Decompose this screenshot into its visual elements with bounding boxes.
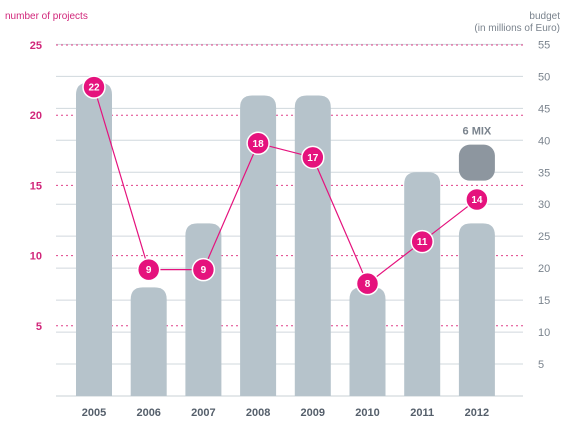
x-label-2007: 2007 <box>191 407 215 419</box>
right-tick-30: 30 <box>538 199 550 211</box>
y-right-axis-title-line2: (in millions of Euro) <box>474 23 560 34</box>
bar-2009 <box>294 95 331 397</box>
project-line: 22 9 9 18 17 8 11 14 <box>82 75 489 296</box>
point-2009 <box>301 145 325 170</box>
right-ticks: 5 10 15 20 25 30 35 40 45 50 55 <box>538 39 550 371</box>
x-label-2012: 2012 <box>465 407 489 419</box>
point-2007 <box>191 257 216 282</box>
point-2010 <box>355 271 380 296</box>
left-tick-10: 10 <box>30 251 42 263</box>
x-label-2006: 2006 <box>136 407 160 419</box>
left-tick-5: 5 <box>36 321 42 333</box>
right-tick-10: 10 <box>538 327 550 339</box>
right-tick-40: 40 <box>538 135 550 147</box>
right-tick-45: 45 <box>538 103 550 115</box>
x-label-2005: 2005 <box>82 407 106 419</box>
bar-2010 <box>349 287 386 396</box>
y-right-axis-title-line1: budget <box>529 11 560 22</box>
left-tick-15: 15 <box>30 180 42 192</box>
bar-2008 <box>240 95 277 397</box>
point-label-2006: 9 <box>146 265 152 276</box>
right-tick-35: 35 <box>538 167 550 179</box>
x-categories: 2005 2006 2007 2008 2009 2010 2011 2012 <box>82 407 489 419</box>
bar-2007 <box>185 223 222 396</box>
point-2008 <box>246 131 270 156</box>
right-tick-50: 50 <box>538 71 550 83</box>
point-2005 <box>82 75 106 99</box>
y-left-axis-title: number of projects <box>5 11 88 22</box>
left-tick-25: 25 <box>30 40 42 52</box>
point-2006 <box>136 257 161 282</box>
right-tick-5: 5 <box>538 359 544 371</box>
point-label-2009: 17 <box>307 153 319 164</box>
left-ticks: 5 10 15 20 25 <box>30 40 42 333</box>
point-label-2007: 9 <box>201 265 207 276</box>
right-tick-25: 25 <box>538 231 550 243</box>
bar-2011 <box>404 172 441 396</box>
right-tick-15: 15 <box>538 295 550 307</box>
mix-annotation: 6 MIX <box>458 126 495 181</box>
mix-label: 6 MIX <box>463 126 492 138</box>
x-label-2011: 2011 <box>410 407 434 419</box>
point-label-2005: 22 <box>88 83 100 94</box>
bar-2005 <box>76 82 112 396</box>
point-label-2010: 8 <box>365 279 371 290</box>
bar-2006 <box>130 287 167 396</box>
x-label-2009: 2009 <box>301 407 325 419</box>
x-label-2008: 2008 <box>246 407 270 419</box>
bars <box>76 82 495 397</box>
left-tick-20: 20 <box>30 110 42 122</box>
right-tick-20: 20 <box>538 263 550 275</box>
point-label-2012: 14 <box>471 195 483 206</box>
bar-2012 <box>458 223 495 396</box>
x-label-2010: 2010 <box>355 407 379 419</box>
point-label-2008: 18 <box>253 139 265 150</box>
grid <box>56 43 523 397</box>
point-label-2011: 11 <box>417 237 428 248</box>
right-tick-55: 55 <box>538 39 550 51</box>
point-2012 <box>465 187 489 212</box>
mix-marker <box>458 144 495 181</box>
point-2011 <box>410 229 434 254</box>
